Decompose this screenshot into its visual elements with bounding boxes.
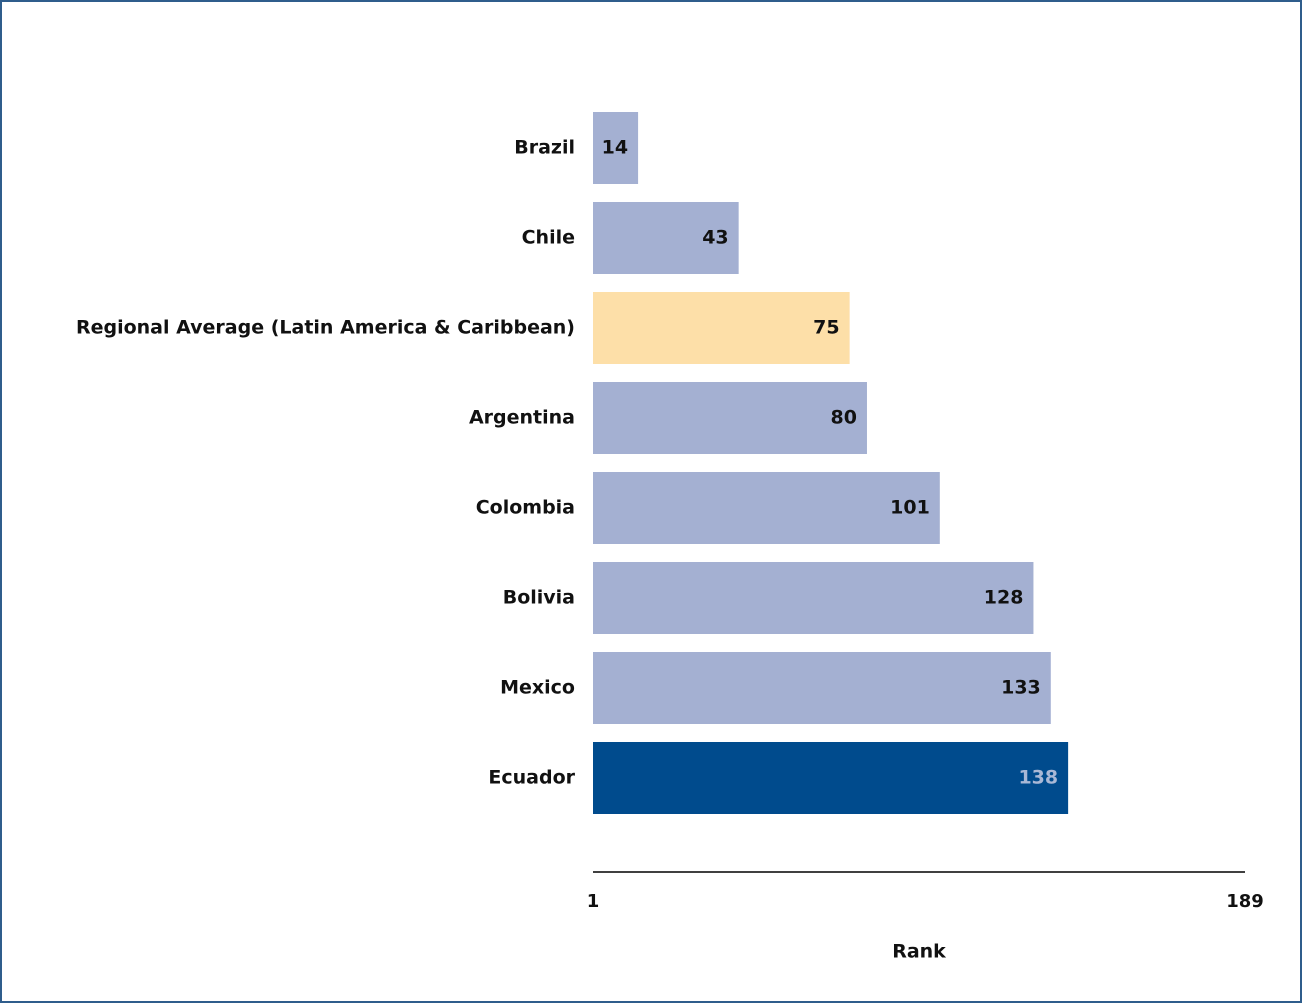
value-label-regional-average-latin-america-caribbean: 75 xyxy=(813,317,839,339)
bar-regional-average-latin-america-caribbean xyxy=(593,292,850,364)
bar-chile xyxy=(593,202,739,274)
category-label-brazil: Brazil xyxy=(514,137,575,159)
value-label-argentina: 80 xyxy=(831,407,857,429)
bar-mexico xyxy=(593,652,1051,724)
category-label-colombia: Colombia xyxy=(476,497,575,519)
bars-group xyxy=(593,112,1069,814)
value-labels-group: 14 43 75 80 101 128 133 138 xyxy=(602,137,1058,789)
bar-bolivia xyxy=(593,562,1034,634)
x-axis-title: Rank xyxy=(892,941,946,963)
bar-ecuador xyxy=(593,742,1069,814)
category-label-ecuador: Ecuador xyxy=(488,767,575,789)
bar-colombia xyxy=(593,472,940,544)
bar-brazil xyxy=(593,112,639,184)
value-label-bolivia: 128 xyxy=(984,587,1024,609)
value-label-mexico: 133 xyxy=(1001,677,1041,699)
category-label-regional-average-latin-america-caribbean: Regional Average (Latin America & Caribb… xyxy=(76,317,575,339)
x-tick-label-min: 1 xyxy=(587,891,600,912)
value-label-chile: 43 xyxy=(702,227,728,249)
x-tick-label-max: 189 xyxy=(1226,891,1264,912)
category-label-argentina: Argentina xyxy=(469,407,575,429)
bar-argentina xyxy=(593,382,867,454)
value-label-ecuador: 138 xyxy=(1018,767,1058,789)
category-labels-group: Brazil Chile Regional Average (Latin Ameri… xyxy=(76,137,576,789)
value-label-colombia: 101 xyxy=(890,497,930,519)
category-label-chile: Chile xyxy=(522,227,575,249)
category-label-mexico: Mexico xyxy=(500,677,575,699)
category-label-bolivia: Bolivia xyxy=(503,587,575,609)
value-label-brazil: 14 xyxy=(602,137,628,159)
